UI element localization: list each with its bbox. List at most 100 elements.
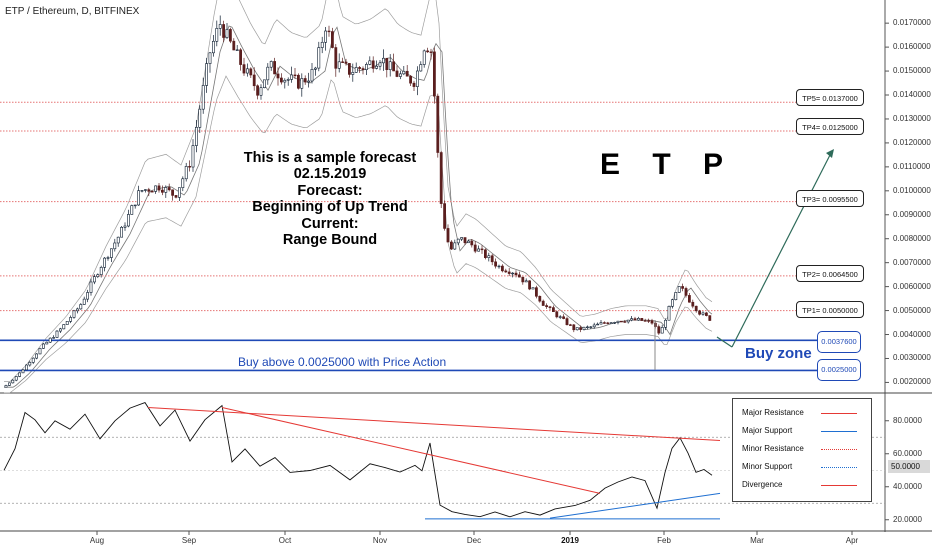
candle-body <box>643 320 647 322</box>
candle-body <box>127 214 130 227</box>
oscillator-line <box>3 402 713 518</box>
price-tick-label: 0.0100000 <box>893 185 931 195</box>
candle-body <box>45 341 49 345</box>
candle-body <box>446 228 450 243</box>
candle-body <box>473 244 477 252</box>
candle-body <box>422 50 426 65</box>
candle-body <box>218 24 222 29</box>
candle-body <box>592 324 596 328</box>
price-tick-label: 0.0110000 <box>893 161 931 171</box>
time-tick-label: Feb <box>657 536 671 545</box>
candle-body <box>198 108 202 128</box>
candle-body <box>191 145 195 168</box>
candle-body <box>364 64 368 70</box>
candle-body <box>626 319 630 323</box>
candle-body <box>313 67 317 70</box>
candle-body <box>589 326 593 328</box>
candle-body <box>154 185 158 192</box>
candle-body <box>344 61 348 64</box>
legend-major-support: Major Support <box>742 426 793 435</box>
price-tick-label: 0.0090000 <box>893 209 931 219</box>
candle-body <box>514 272 518 276</box>
oscillator-current-badge: 50.0000 <box>888 460 930 473</box>
candle-body <box>195 127 198 146</box>
candle-body <box>354 67 358 73</box>
price-tick-label: 0.0060000 <box>893 281 931 291</box>
candle-body <box>419 64 423 72</box>
target-lines <box>0 101 796 312</box>
osc-tick-label: 20.0000 <box>893 514 922 524</box>
candle-body <box>684 288 688 296</box>
candle-body <box>290 74 294 80</box>
candle-body <box>511 272 515 275</box>
candle-body <box>568 324 572 326</box>
time-tick-label: Sep <box>181 536 197 545</box>
candle-body <box>286 79 290 81</box>
candle-body <box>120 227 124 238</box>
candle-body <box>361 68 365 70</box>
candle-body <box>633 318 637 321</box>
price-candles <box>4 15 712 388</box>
candle-body <box>317 47 321 69</box>
candle-body <box>31 357 35 363</box>
candle-body <box>558 316 562 318</box>
candle-body <box>293 74 297 77</box>
candle-body <box>93 276 96 283</box>
candle-body <box>113 242 117 250</box>
candle-body <box>140 190 144 192</box>
candle-body <box>704 312 708 316</box>
candle-body <box>674 292 678 301</box>
candle-body <box>436 95 440 153</box>
forecast-arrow-shaft <box>731 154 831 348</box>
candle-body <box>551 307 555 313</box>
price-tick-label: 0.0080000 <box>893 233 931 243</box>
candle-body <box>385 57 389 71</box>
candle-body <box>82 298 86 305</box>
candle-body <box>65 321 69 325</box>
candle-body <box>677 286 681 293</box>
forecast-arrow-head <box>826 149 834 158</box>
candle-body <box>548 306 552 308</box>
candle-body <box>103 257 107 268</box>
candle-body <box>252 74 256 87</box>
price-tick-label: 0.0170000 <box>893 18 931 28</box>
time-tick-label: Dec <box>466 536 482 545</box>
candle-body <box>691 301 695 307</box>
candle-body <box>398 73 402 77</box>
candle-body <box>483 249 487 258</box>
candle-body <box>463 237 467 244</box>
candle-body <box>541 300 545 306</box>
candle-body <box>41 343 45 349</box>
candle-body <box>636 318 640 321</box>
time-tick-label: Oct <box>278 536 292 545</box>
candle-body <box>276 73 280 79</box>
candle-body <box>62 324 66 330</box>
candle-body <box>307 80 311 83</box>
candle-body <box>460 237 464 240</box>
legend: Major Resistance Major Support Minor Res… <box>732 398 872 502</box>
forecast-line-3: Forecast: <box>297 182 363 199</box>
candle-body <box>415 70 419 87</box>
candle-body <box>14 376 18 381</box>
candle-body <box>443 203 447 229</box>
candle-body <box>429 51 433 53</box>
candle-body <box>96 274 100 277</box>
candle-body <box>439 152 443 204</box>
candle-body <box>320 41 324 48</box>
candle-body <box>99 267 103 275</box>
candle-body <box>110 248 113 258</box>
divergence-line-minor <box>221 407 601 494</box>
candle-body <box>341 61 345 63</box>
candle-body <box>164 187 168 193</box>
candle-body <box>310 69 314 82</box>
forecast-note: This is a sample forecast 02.15.2019 For… <box>225 150 435 248</box>
price-tick-label: 0.0040000 <box>893 329 931 339</box>
forecast-line-6: Range Bound <box>282 232 378 249</box>
candle-body <box>531 287 535 290</box>
tp4-label: TP4= 0.0125000 <box>796 118 864 135</box>
candle-body <box>147 189 151 192</box>
candle-body <box>123 225 127 228</box>
candle-body <box>623 321 627 323</box>
candle-body <box>205 63 209 86</box>
